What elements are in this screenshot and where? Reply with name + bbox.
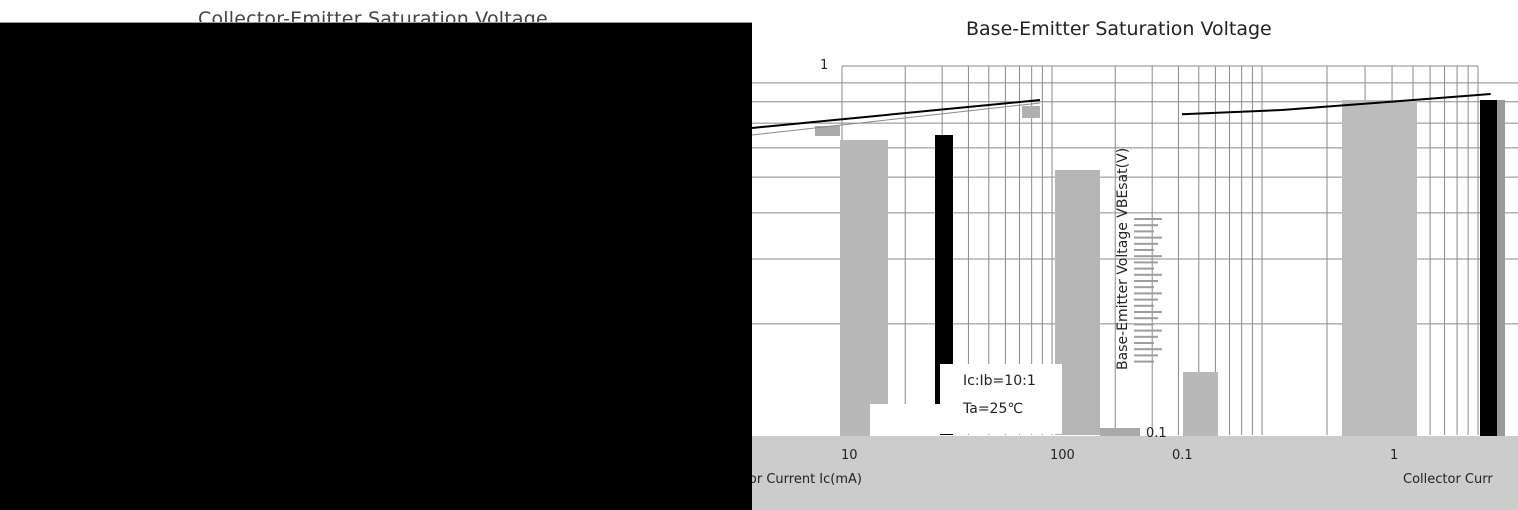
hatch-21	[1134, 348, 1162, 351]
artifact-block-7	[815, 126, 840, 136]
artifact-block-6	[1497, 100, 1505, 436]
hatch-17	[1134, 323, 1154, 326]
bottom-band	[752, 436, 1518, 510]
artifact-block-10	[1100, 428, 1140, 436]
artifact-bar-layer	[815, 100, 1505, 436]
hatch-0	[1134, 218, 1162, 220]
hatch-20	[1134, 342, 1154, 344]
left-curve-segment-a	[751, 99, 1041, 129]
artifact-block-4	[1342, 100, 1417, 436]
artifact-block-1	[935, 135, 953, 435]
left-x-axis-label-clip: Collector Current Ic(mA)	[752, 472, 862, 494]
left-curve-segment-b	[751, 102, 1041, 136]
hatch-9	[1134, 273, 1162, 276]
hatch-23	[1134, 360, 1154, 363]
hatch-16	[1134, 317, 1158, 320]
right-x-axis-label: Collector Curr	[1403, 472, 1493, 487]
right-x-tick-0-1: 0.1	[1172, 448, 1193, 463]
right-y-tick-0-1: 0.1	[1146, 426, 1167, 441]
hatch-15	[1134, 311, 1162, 313]
artifact-block-2	[1055, 170, 1100, 435]
curve-segment-2	[1281, 100, 1392, 111]
hatch-10	[1134, 280, 1158, 282]
hatch-8	[1134, 267, 1154, 270]
right-x-tick-1: 1	[1390, 448, 1399, 463]
hatch-12	[1134, 292, 1162, 295]
annotation-ratio: Ic:Ib=10:1	[963, 373, 1036, 389]
artifact-block-0	[840, 140, 888, 436]
curve-layer	[751, 92, 1491, 136]
hatch-19	[1134, 335, 1158, 338]
hatch-2	[1134, 230, 1154, 233]
artifact-block-3	[1183, 372, 1218, 436]
annotation-temperature: Ta=25℃	[963, 401, 1024, 417]
annotation-box	[940, 364, 1062, 434]
hatch-6	[1134, 255, 1162, 258]
right-y-axis-label: Base-Emitter Voltage VBEsat(V)	[1115, 147, 1131, 370]
hatch-7	[1134, 261, 1158, 264]
artifact-block-9	[870, 404, 940, 436]
left-x-axis-label: Collector Current Ic(mA)	[752, 472, 862, 487]
hatch-3	[1134, 236, 1162, 239]
right-chart-title: Base-Emitter Saturation Voltage	[966, 18, 1272, 40]
right-y-tick-1: 1	[820, 58, 829, 73]
hatch-22	[1134, 354, 1158, 357]
hatch-5	[1134, 249, 1154, 251]
hatch-13	[1134, 298, 1158, 301]
curve-segment-3	[1390, 92, 1491, 103]
left-chart-obscured-area	[0, 23, 752, 510]
artifact-block-8	[1022, 106, 1040, 118]
hatch-14	[1134, 304, 1154, 307]
curve-segment-1	[1181, 108, 1282, 116]
hatch-1	[1134, 224, 1158, 227]
hatch-18	[1134, 329, 1162, 332]
left-x-tick-10: 10	[841, 448, 858, 463]
artifact-block-5	[1480, 100, 1502, 436]
hatch-11	[1134, 286, 1154, 289]
hatch-4	[1134, 242, 1158, 245]
left-x-tick-100: 100	[1050, 448, 1075, 463]
